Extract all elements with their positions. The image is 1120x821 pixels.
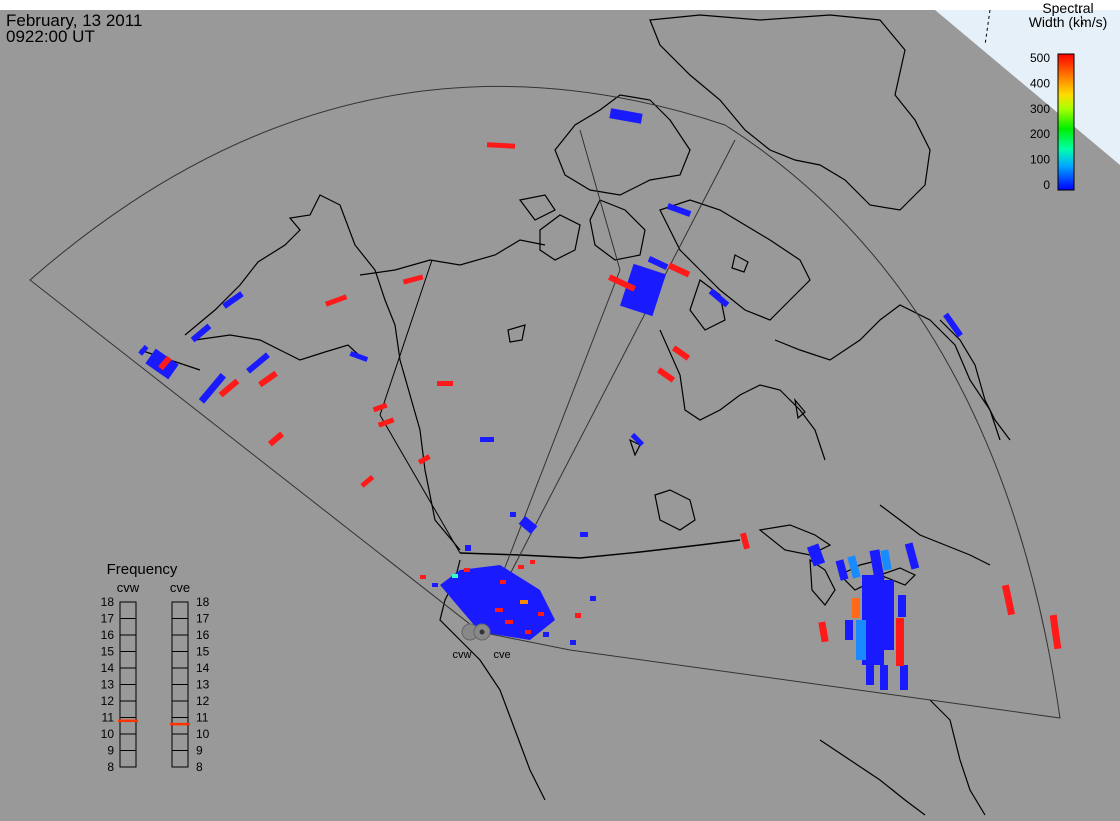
frequency-tick-right: 9 xyxy=(196,744,203,758)
colorbar-ticks: 500 400 300 200 100 0 xyxy=(1030,51,1050,192)
colorbar-title-line2: Width (km/s) xyxy=(1029,14,1108,30)
colorbar-tick-label: 200 xyxy=(1030,127,1050,141)
frequency-tick-left: 11 xyxy=(102,711,115,725)
radar-sites xyxy=(461,623,491,641)
frequency-tick-right: 14 xyxy=(196,661,210,675)
frequency-panel: Frequency cvw cve 18 18 17 17 16 16 15 15 14 14 13… xyxy=(101,561,210,774)
frequency-tick-left: 14 xyxy=(101,661,115,675)
frequency-tick-right: 11 xyxy=(196,711,209,725)
date-label: February, 13 2011 xyxy=(6,11,142,30)
radar-label-cvw: cvw xyxy=(453,649,472,661)
coastlines xyxy=(139,14,1011,816)
frequency-tick-left: 13 xyxy=(101,678,115,692)
frequency-tick-left: 10 xyxy=(101,727,115,741)
frequency-grid: 18 18 17 17 16 16 15 15 14 14 13 13 12 12 11 11 10 10 9 9 8 8 xyxy=(101,595,210,774)
colorbar-tick-label: 400 xyxy=(1030,76,1050,90)
frequency-tick-right: 17 xyxy=(196,612,210,626)
data-cells xyxy=(138,108,1062,690)
top-border-strip xyxy=(0,0,1120,10)
frequency-tick-right: 18 xyxy=(196,595,210,609)
frequency-tick-right: 8 xyxy=(196,760,203,774)
frequency-title: Frequency xyxy=(107,561,178,578)
frequency-tick-right: 13 xyxy=(196,678,210,692)
radar-label-cve: cve xyxy=(493,649,510,661)
colorbar-title-line1: Spectral xyxy=(1042,0,1093,16)
frequency-tick-left: 16 xyxy=(101,628,115,642)
colorbar-tick-label: 0 xyxy=(1043,178,1050,192)
frequency-tick-left: 15 xyxy=(101,645,115,659)
colorbar-tick-label: 500 xyxy=(1030,51,1050,65)
frequency-tick-right: 15 xyxy=(196,645,210,659)
colorbar-tick-label: 100 xyxy=(1030,153,1050,167)
frequency-tick-right: 10 xyxy=(196,727,210,741)
frequency-col-label-cvw: cvw xyxy=(117,580,140,595)
frequency-col-label-cve: cve xyxy=(170,580,190,595)
colorbar-tick-label: 300 xyxy=(1030,102,1050,116)
frequency-tick-left: 8 xyxy=(107,760,114,774)
frequency-tick-left: 17 xyxy=(101,612,115,626)
frequency-tick-right: 16 xyxy=(196,628,210,642)
frequency-tick-left: 18 xyxy=(101,595,115,609)
frequency-tick-right: 12 xyxy=(196,694,210,708)
ocean-corner xyxy=(935,10,1120,165)
colorbar: Spectral Width (km/s) 500 400 300 200 100 0 xyxy=(1029,0,1108,192)
dashed-boundary xyxy=(1079,9,1084,26)
time-label: 0922:00 UT xyxy=(6,27,95,46)
frequency-tick-left: 9 xyxy=(107,744,114,758)
frequency-tick-left: 12 xyxy=(101,694,115,708)
colorbar-gradient xyxy=(1057,53,1075,191)
